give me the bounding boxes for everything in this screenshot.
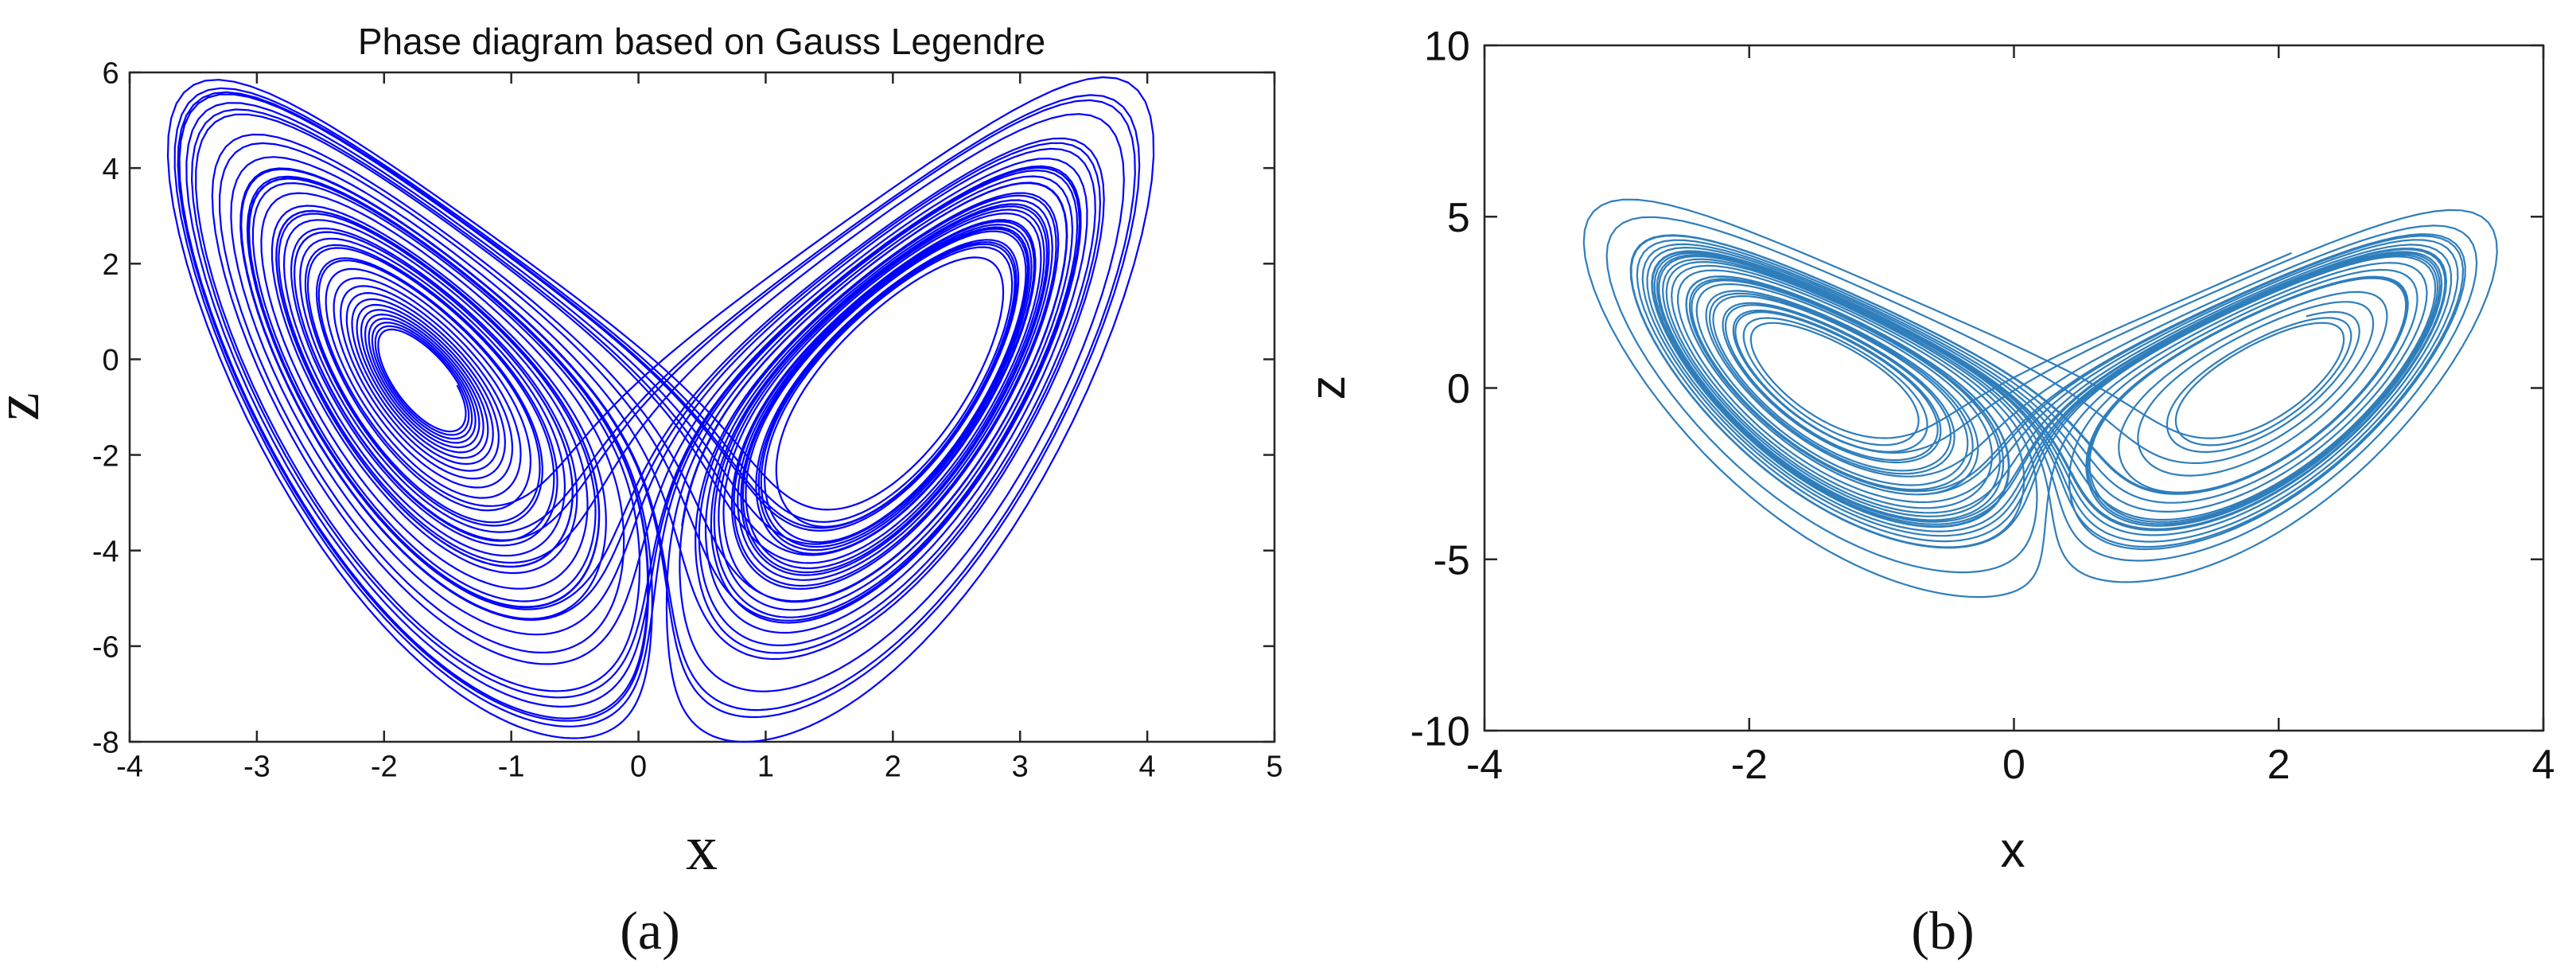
y-tick-label: -4 bbox=[92, 535, 119, 568]
x-axis-label-a: x bbox=[686, 813, 718, 883]
x-tick-label: -2 bbox=[1731, 742, 1768, 788]
y-tick-label: 0 bbox=[103, 344, 119, 377]
y-tick-label: 6 bbox=[103, 57, 119, 91]
x-tick-label: -3 bbox=[243, 751, 270, 784]
x-tick-label: 4 bbox=[1139, 751, 1156, 784]
x-tick-label: -2 bbox=[371, 751, 398, 784]
x-tick-label: 3 bbox=[1012, 751, 1029, 784]
y-axis-label-b: z bbox=[1301, 376, 1356, 400]
plot-frame-a bbox=[128, 71, 1276, 743]
x-tick-label: 2 bbox=[2267, 742, 2290, 788]
panel-b: -4 -2 0 2 4 -10 -5 0 5 10 x z (b) bbox=[1301, 24, 2555, 961]
x-axis-label-b: x bbox=[2001, 823, 2025, 878]
chart-title-a: Phase diagram based on Gauss Legendre bbox=[358, 21, 1045, 62]
attractor-trajectory bbox=[166, 76, 1155, 743]
axis-ticks-b: -4 -2 0 2 4 -10 -5 0 5 10 bbox=[1411, 24, 2555, 788]
y-tick-label: 0 bbox=[1447, 366, 1470, 412]
y-axis-label-a: z bbox=[0, 392, 53, 421]
axis-ticks-a: -4 -3 -2 -1 0 1 2 3 4 5 -8 -6 -4 -2 0 2 4 6 bbox=[92, 57, 1283, 784]
y-tick-label: -6 bbox=[92, 631, 119, 665]
x-tick-label: 0 bbox=[2002, 742, 2025, 788]
y-tick-label: 4 bbox=[103, 153, 119, 186]
x-tick-label: 5 bbox=[1266, 751, 1282, 784]
panel-caption-b: (b) bbox=[1911, 900, 1974, 961]
x-tick-label: 2 bbox=[885, 751, 901, 784]
x-tick-label: 1 bbox=[757, 751, 774, 784]
y-tick-label: 10 bbox=[1424, 24, 1470, 70]
x-tick-label: 4 bbox=[2532, 742, 2555, 788]
x-tick-label: -4 bbox=[116, 751, 143, 784]
y-tick-label: -5 bbox=[1434, 537, 1470, 583]
y-tick-label: -10 bbox=[1411, 709, 1470, 755]
y-tick-label: 5 bbox=[1447, 195, 1470, 241]
y-tick-label: -8 bbox=[92, 727, 119, 760]
attractor-curve-b bbox=[1582, 198, 2498, 599]
attractor-curve-a bbox=[166, 76, 1155, 743]
x-tick-label: -4 bbox=[1466, 742, 1503, 788]
y-tick-label: 2 bbox=[103, 248, 119, 282]
panel-caption-a: (a) bbox=[620, 900, 679, 961]
x-tick-label: -1 bbox=[498, 751, 525, 784]
x-tick-label: 0 bbox=[630, 751, 647, 784]
panel-a: -4 -3 -2 -1 0 1 2 3 4 5 -8 -6 -4 -2 0 2 4 6 Phase diagram… bbox=[0, 21, 1283, 961]
attractor-trajectory bbox=[1582, 198, 2498, 599]
y-tick-label: -2 bbox=[92, 439, 119, 473]
